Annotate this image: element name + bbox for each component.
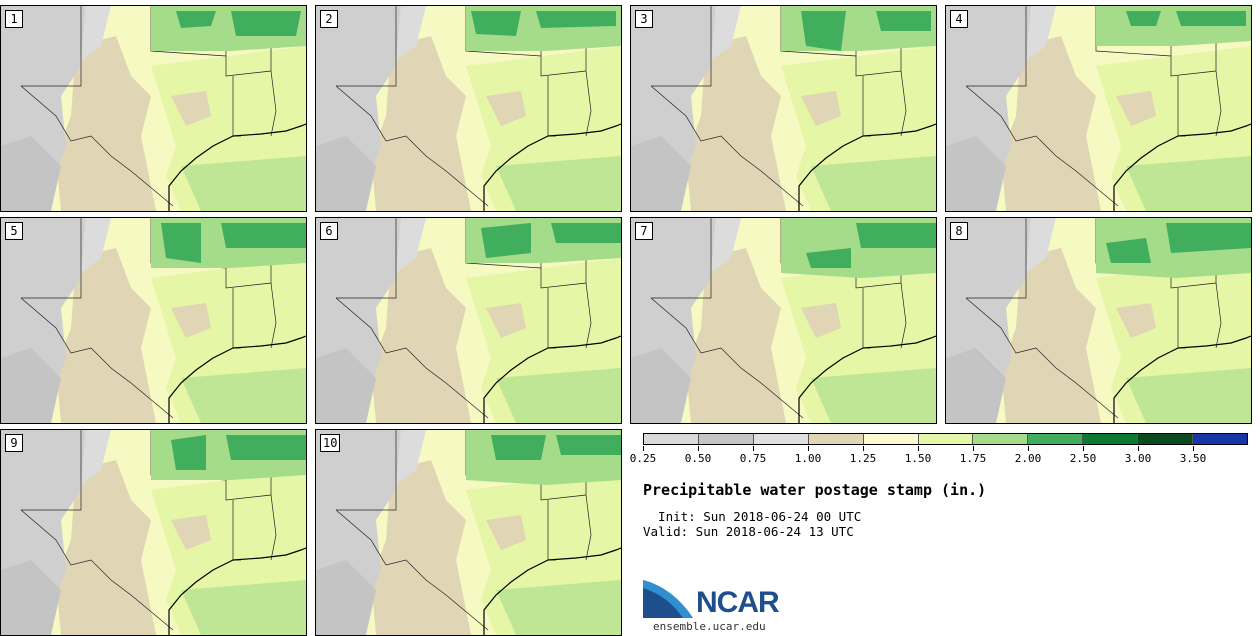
colorbar-segment <box>1138 434 1194 444</box>
colorbar-tick <box>1193 446 1194 451</box>
member-number: 10 <box>320 434 341 452</box>
ensemble-member-panel: 3 <box>630 5 937 212</box>
colorbar-tick <box>918 446 919 451</box>
colorbar-tick <box>863 446 864 451</box>
colorbar-labels: 0.25 0.50 0.75 1.00 1.25 1.50 1.75 2.00 2.50 3.00… <box>630 452 1248 466</box>
colorbar-tick-label: 0.25 <box>629 452 657 465</box>
colorbar-segment <box>863 434 919 444</box>
colorbar-tick <box>1028 446 1029 451</box>
ensemble-member-panel: 6 <box>315 217 622 424</box>
colorbar-tick <box>808 446 809 451</box>
ensemble-member-panel: 4 <box>945 5 1252 212</box>
init-time: Init: Sun 2018-06-24 00 UTC <box>643 509 862 524</box>
colorbar-segment <box>753 434 809 444</box>
colorbar-tick <box>1138 446 1139 451</box>
precipitable-water-map <box>316 218 621 423</box>
member-number: 4 <box>950 10 968 28</box>
precipitable-water-map <box>946 218 1251 423</box>
colorbar-tick-label: 1.75 <box>959 452 987 465</box>
colorbar-tick-label: 2.00 <box>1014 452 1042 465</box>
colorbar-tick <box>698 446 699 451</box>
valid-time: Valid: Sun 2018-06-24 13 UTC <box>643 524 854 539</box>
colorbar-segment <box>644 434 699 444</box>
colorbar-tick <box>643 446 644 451</box>
ensemble-member-panel: 1 <box>0 5 307 212</box>
ncar-logo-text: NCAR <box>696 586 780 619</box>
ensemble-member-panel: 2 <box>315 5 622 212</box>
ensemble-member-panel: 9 <box>0 429 307 636</box>
plot-title: Precipitable water postage stamp (in.) <box>643 481 987 499</box>
member-number: 9 <box>5 434 23 452</box>
ensemble-member-panel: 10 <box>315 429 622 636</box>
precipitable-water-map <box>1 6 306 211</box>
colorbar-tick-label: 0.50 <box>684 452 712 465</box>
ensemble-member-panel: 5 <box>0 217 307 424</box>
ensemble-member-panel: 8 <box>945 217 1252 424</box>
colorbar-segment <box>918 434 974 444</box>
colorbar-tick <box>1083 446 1084 451</box>
precipitable-water-map <box>1 218 306 423</box>
colorbar-segment <box>808 434 864 444</box>
ncar-logo-icon <box>643 580 693 618</box>
colorbar-tick-label: 1.50 <box>904 452 932 465</box>
colorbar-segment <box>1028 434 1084 444</box>
colorbar-tick-label: 2.50 <box>1069 452 1097 465</box>
member-number: 5 <box>5 222 23 240</box>
member-number: 2 <box>320 10 338 28</box>
precipitable-water-map <box>316 6 621 211</box>
colorbar-segment <box>1083 434 1139 444</box>
colorbar-tick <box>753 446 754 451</box>
colorbar-tick-label: 1.25 <box>849 452 877 465</box>
precipitable-water-map <box>631 6 936 211</box>
member-number: 3 <box>635 10 653 28</box>
precipitable-water-map <box>1 430 306 635</box>
member-number: 1 <box>5 10 23 28</box>
source-url: ensemble.ucar.edu <box>653 620 766 633</box>
member-number: 8 <box>950 222 968 240</box>
colorbar-segment <box>698 434 754 444</box>
colorbar <box>643 433 1248 445</box>
precipitable-water-map <box>316 430 621 635</box>
colorbar-segment <box>973 434 1029 444</box>
colorbar-segment <box>1193 434 1247 444</box>
precipitable-water-map <box>631 218 936 423</box>
colorbar-tick-label: 1.00 <box>794 452 822 465</box>
colorbar-tick-label: 0.75 <box>739 452 767 465</box>
precipitable-water-map <box>946 6 1251 211</box>
colorbar-tick-label: 3.50 <box>1179 452 1207 465</box>
ensemble-member-panel: 7 <box>630 217 937 424</box>
colorbar-tick-label: 3.00 <box>1124 452 1152 465</box>
member-number: 7 <box>635 222 653 240</box>
colorbar-ticks <box>643 446 1248 452</box>
member-number: 6 <box>320 222 338 240</box>
colorbar-tick <box>973 446 974 451</box>
